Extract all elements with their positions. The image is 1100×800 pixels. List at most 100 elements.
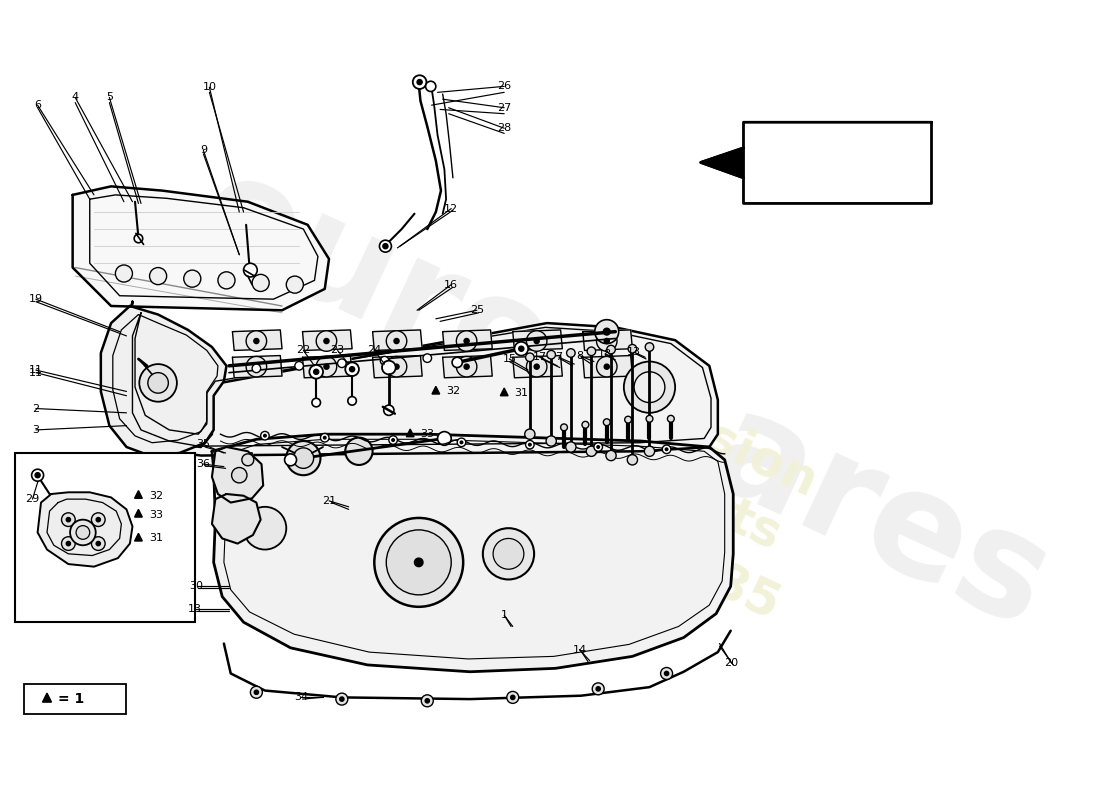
Circle shape — [338, 359, 346, 367]
Text: 27: 27 — [497, 102, 512, 113]
Circle shape — [603, 419, 611, 426]
Circle shape — [388, 436, 397, 444]
Text: 16: 16 — [444, 280, 459, 290]
Circle shape — [261, 431, 270, 440]
Circle shape — [606, 450, 616, 461]
Polygon shape — [701, 148, 744, 178]
Text: 36: 36 — [197, 459, 210, 469]
Text: 23: 23 — [330, 346, 344, 355]
Text: 19: 19 — [29, 294, 43, 304]
Circle shape — [309, 365, 323, 378]
Text: 17: 17 — [534, 352, 547, 362]
Circle shape — [62, 537, 75, 550]
Polygon shape — [37, 492, 132, 566]
Text: 34: 34 — [294, 692, 308, 702]
Text: 11: 11 — [29, 365, 43, 375]
Polygon shape — [442, 355, 492, 378]
Text: 5: 5 — [106, 93, 113, 102]
Circle shape — [586, 446, 596, 457]
Polygon shape — [302, 355, 352, 378]
Circle shape — [323, 364, 329, 370]
Circle shape — [634, 372, 664, 402]
Circle shape — [625, 416, 631, 423]
Circle shape — [596, 686, 601, 691]
Circle shape — [62, 513, 75, 526]
Text: 32: 32 — [447, 386, 460, 397]
Polygon shape — [302, 330, 352, 350]
Circle shape — [645, 446, 654, 457]
Circle shape — [323, 437, 326, 439]
Circle shape — [456, 330, 477, 351]
Circle shape — [32, 470, 44, 481]
Circle shape — [452, 358, 462, 367]
Circle shape — [91, 513, 106, 526]
Circle shape — [527, 330, 547, 351]
Circle shape — [392, 438, 395, 442]
Circle shape — [134, 234, 143, 242]
Polygon shape — [513, 330, 562, 350]
Circle shape — [595, 320, 618, 343]
Circle shape — [374, 518, 463, 607]
Circle shape — [229, 465, 250, 486]
Circle shape — [316, 330, 337, 351]
Circle shape — [417, 79, 422, 85]
Circle shape — [507, 691, 519, 703]
Polygon shape — [373, 330, 422, 350]
Circle shape — [254, 338, 258, 343]
Text: 7: 7 — [556, 352, 562, 362]
Text: 2: 2 — [32, 403, 40, 414]
Circle shape — [666, 448, 668, 450]
Text: 10: 10 — [202, 82, 217, 92]
Circle shape — [535, 364, 539, 370]
Circle shape — [116, 265, 132, 282]
Circle shape — [348, 397, 356, 405]
Polygon shape — [500, 388, 508, 396]
Text: 25: 25 — [470, 306, 484, 315]
Polygon shape — [373, 355, 422, 378]
Text: 4: 4 — [72, 93, 79, 102]
Circle shape — [464, 338, 470, 343]
Circle shape — [243, 263, 257, 277]
Text: 15: 15 — [503, 354, 516, 364]
Bar — [15, 453, 195, 622]
Text: 29: 29 — [25, 494, 40, 504]
Polygon shape — [212, 494, 261, 543]
Polygon shape — [232, 330, 282, 350]
Text: 14: 14 — [572, 645, 586, 654]
Text: 32: 32 — [148, 490, 163, 501]
Circle shape — [424, 354, 431, 362]
Circle shape — [386, 330, 407, 351]
Text: a passion
for parts
since 1985: a passion for parts since 1985 — [493, 342, 840, 629]
Bar — [24, 684, 126, 714]
Text: 6: 6 — [34, 100, 41, 110]
Circle shape — [218, 272, 235, 289]
Circle shape — [664, 671, 669, 676]
Circle shape — [603, 328, 611, 335]
Circle shape — [323, 338, 329, 343]
Circle shape — [254, 364, 258, 370]
Circle shape — [350, 366, 354, 372]
Polygon shape — [212, 447, 263, 502]
Circle shape — [412, 75, 427, 89]
Circle shape — [147, 373, 168, 393]
Polygon shape — [212, 434, 734, 672]
Text: 3: 3 — [32, 425, 40, 435]
Circle shape — [535, 338, 539, 343]
Circle shape — [604, 364, 609, 370]
Circle shape — [661, 667, 672, 679]
Text: 13: 13 — [188, 604, 201, 614]
Circle shape — [386, 530, 451, 595]
Circle shape — [438, 432, 451, 446]
Circle shape — [340, 697, 344, 702]
Circle shape — [561, 424, 568, 430]
Polygon shape — [126, 302, 718, 455]
Circle shape — [582, 422, 588, 428]
Circle shape — [66, 542, 70, 546]
Circle shape — [379, 240, 392, 252]
Polygon shape — [701, 122, 932, 203]
Polygon shape — [43, 693, 52, 702]
Circle shape — [242, 454, 254, 466]
Circle shape — [493, 538, 524, 570]
Text: 28: 28 — [497, 123, 512, 134]
Circle shape — [243, 507, 286, 550]
